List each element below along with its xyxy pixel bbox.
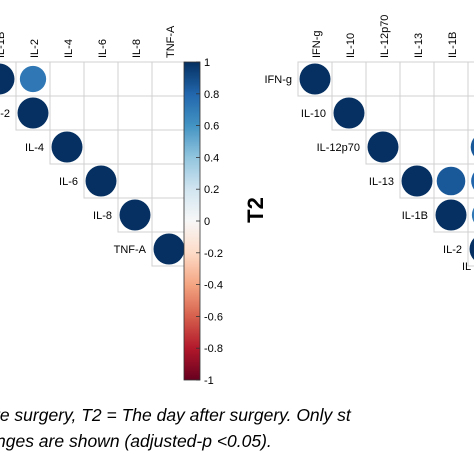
left-grid-cell: [49, 61, 85, 97]
left-row-label: IL-8: [93, 210, 112, 222]
left-corr-circle: [51, 131, 83, 163]
left-col-label: IL-2: [29, 39, 41, 58]
right-grid-cell: [467, 197, 474, 233]
left-grid-cell: [117, 61, 153, 97]
right-row-label: IL-2: [443, 244, 462, 256]
right-panel: IFN-g IL-10 IL-12p70 IL-13 IL-1B IL-2 IFN-g IL-…: [265, 15, 474, 267]
left-corr-circle: [85, 165, 117, 197]
left-panel: IL-1B IL-2 IL-4 IL-6 IL-8 TNF-A -2 IL-4 IL-6 IL-8…: [0, 25, 187, 267]
right-row-label: IL-12p70: [317, 142, 360, 154]
right-corr-circle: [333, 97, 365, 129]
right-row-label: IL: [462, 261, 471, 273]
right-grid-cell: [467, 61, 474, 97]
right-col-label: IL-1B: [447, 32, 459, 58]
left-grid-cell: [83, 129, 119, 165]
left-corr-circle: [119, 199, 151, 231]
left-col-label: IL-1B: [0, 32, 7, 58]
right-row-label: IL-13: [369, 176, 394, 188]
left-corr-circle: [17, 97, 49, 129]
left-row-label: -2: [0, 108, 10, 120]
right-grid-cell: [433, 129, 469, 165]
right-row-label: IFN-g: [265, 74, 293, 86]
right-row-label: IL-1B: [402, 210, 428, 222]
colorbar-tick-label: 0.4: [204, 152, 219, 164]
right-grid-cell: [365, 95, 401, 131]
colorbar-tick-label: -0.6: [204, 311, 223, 323]
left-grid-cell: [151, 61, 187, 97]
right-grid-cell: [365, 61, 401, 97]
right-corr-circle: [471, 207, 474, 223]
left-row-label: TNF-A: [114, 244, 147, 256]
left-grid-cell: [83, 61, 119, 97]
colorbar-tick-label: -0.2: [204, 248, 223, 260]
left-grid-cell: [151, 95, 187, 131]
right-corr-circle: [299, 63, 331, 95]
right-corr-circle: [470, 137, 474, 157]
colorbar-tick-label: 1: [204, 57, 210, 69]
left-grid-cell: [117, 163, 153, 199]
colorbar-tick-label: -0.4: [204, 280, 223, 292]
colorbar-tick-label: 0.6: [204, 121, 219, 133]
right-corr-circle: [435, 199, 467, 231]
colorbar-tick-label: 0.8: [204, 89, 219, 101]
right-corr-circle: [401, 165, 433, 197]
left-col-label: IL-8: [131, 39, 143, 58]
left-grid-cell: [151, 197, 187, 233]
right-grid-cell: [399, 61, 435, 97]
left-corr-circle: [0, 63, 15, 95]
left-grid-cell: [117, 129, 153, 165]
left-corr-circle: [153, 233, 185, 265]
left-row-label: IL-6: [59, 176, 78, 188]
left-grid-cell: [49, 95, 85, 131]
colorbar-tick-label: -1: [204, 375, 214, 387]
right-grid-cell: [467, 95, 474, 131]
left-col-label: TNF-A: [165, 25, 177, 58]
right-row-label: IL-10: [301, 108, 326, 120]
right-grid-cell: [467, 163, 474, 199]
right-grid-cell: [399, 95, 435, 131]
right-col-label: IL-10: [345, 33, 357, 58]
right-grid-cell: [399, 129, 435, 165]
colorbar-tick-label: -0.8: [204, 343, 223, 355]
right-corr-circle: [367, 131, 399, 163]
left-col-label: IL-6: [97, 39, 109, 58]
right-corr-circle: [436, 166, 466, 196]
left-grid-cell: [117, 95, 153, 131]
right-grid-cell: [331, 61, 367, 97]
left-corr-circle: [19, 65, 47, 93]
right-grid-cell: [433, 95, 469, 131]
right-col-label: IL-12p70: [379, 15, 391, 58]
right-col-label: IL-13: [413, 33, 425, 58]
colorbar-tick-label: 0: [204, 216, 210, 228]
left-row-label: IL-4: [25, 142, 44, 154]
left-grid-cell: [83, 95, 119, 131]
right-corr-circle: [471, 172, 474, 190]
colorbar-tick-label: 0.2: [204, 184, 219, 196]
right-grid-cell: [433, 61, 469, 97]
left-grid-cell: [151, 163, 187, 199]
left-grid-cell: [151, 129, 187, 165]
right-col-label: IFN-g: [311, 31, 323, 59]
left-col-label: IL-4: [63, 39, 75, 58]
right-corr-circle: [469, 238, 474, 260]
panel-label-t2: T2: [243, 197, 268, 223]
